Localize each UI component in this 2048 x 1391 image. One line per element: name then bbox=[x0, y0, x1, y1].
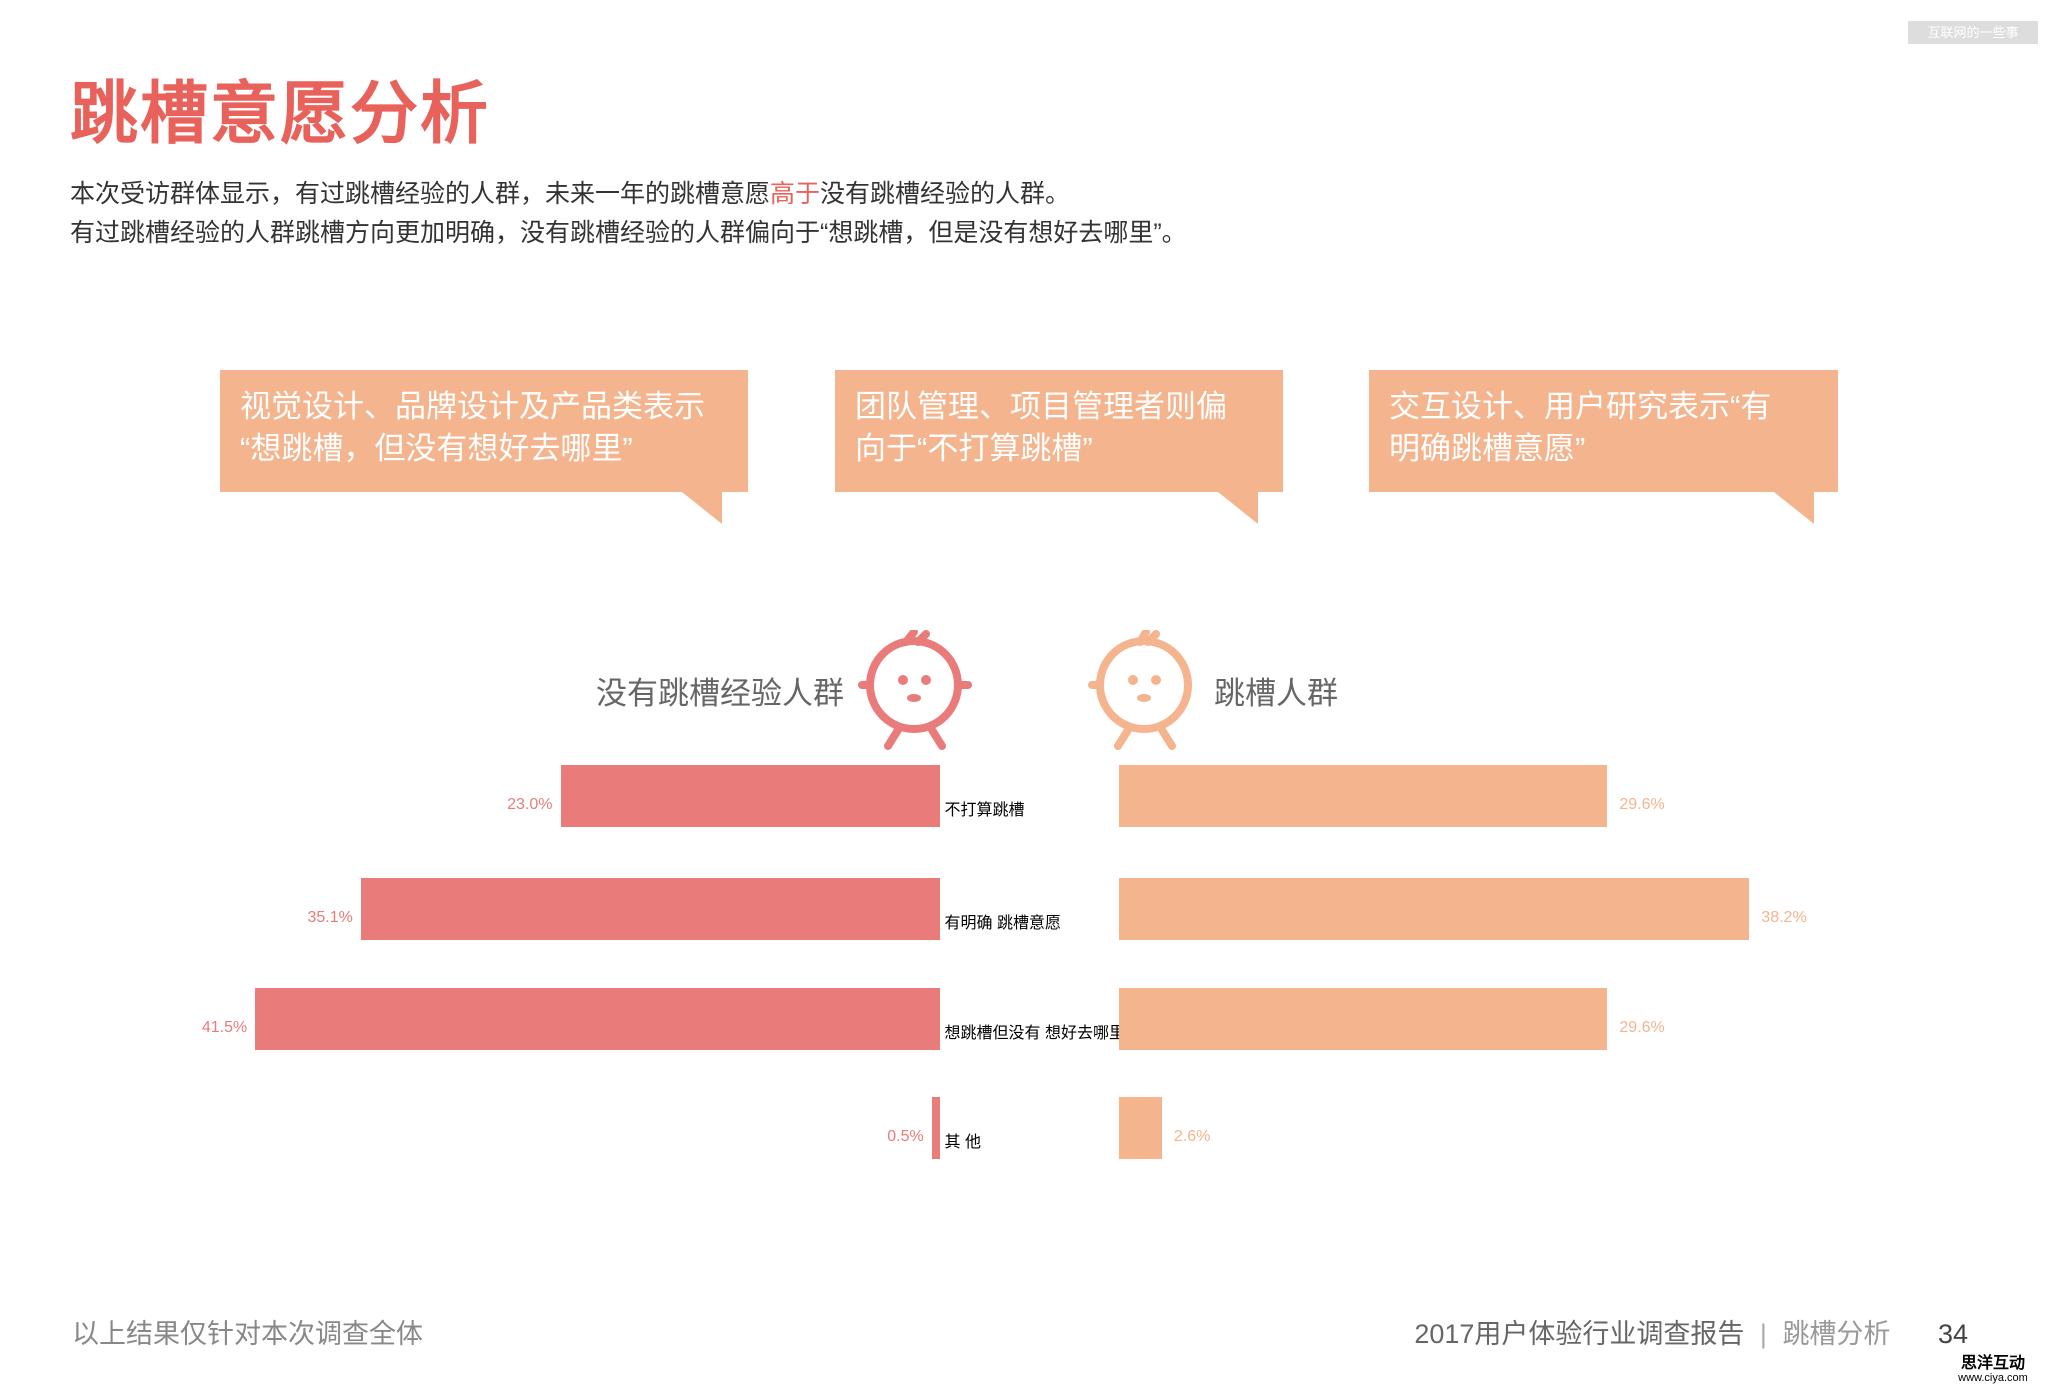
callout: 交互设计、用户研究表示“有 明确跳槽意愿” bbox=[1369, 370, 1838, 492]
footer-note: 以上结果仅针对本次调查全体 bbox=[72, 1319, 423, 1349]
bar bbox=[1119, 878, 1750, 940]
watermark: 互联网的一些事 bbox=[1908, 21, 2038, 44]
footer-info: 2017用户体验行业调查报告 | 跳槽分析 34 bbox=[1414, 1312, 1968, 1351]
bar bbox=[255, 988, 940, 1050]
bar bbox=[931, 1097, 940, 1159]
callout: 团队管理、项目管理者则偏 向于“不打算跳槽” bbox=[835, 370, 1283, 492]
watermark-site: www.ciya.com bbox=[1958, 1372, 2028, 1384]
intro-highlight: 高于 bbox=[770, 180, 821, 208]
category-label: 有明确 跳槽意愿 bbox=[944, 915, 1061, 932]
value-label: 23.0% bbox=[507, 796, 553, 813]
intro-text: 本次受访群体显示，有过跳槽经验的人群，未来一年的跳槽意愿 bbox=[70, 180, 771, 208]
face-icon bbox=[1088, 630, 1192, 750]
legend-label: 跳槽人群 bbox=[1214, 676, 1338, 711]
footer-section: 跳槽分析 bbox=[1782, 1319, 1891, 1349]
value-label: 41.5% bbox=[201, 1019, 248, 1036]
value-label: 29.6% bbox=[1619, 1019, 1665, 1036]
value-label: 35.1% bbox=[307, 909, 353, 926]
separator: | bbox=[1759, 1319, 1767, 1349]
watermark-brand: 思洋互动 bbox=[1960, 1355, 2025, 1372]
category-label: 其 他 bbox=[944, 1134, 981, 1151]
intro-text: 没有跳槽经验的人群。 bbox=[820, 180, 1071, 208]
page-number: 34 bbox=[1937, 1319, 1968, 1349]
bar bbox=[560, 765, 940, 827]
category-label: 不打算跳槽 bbox=[944, 802, 1025, 819]
legend-label: 没有跳槽经验人群 bbox=[596, 676, 844, 711]
face-icon bbox=[858, 630, 972, 750]
bar bbox=[1119, 1097, 1162, 1159]
value-label: 2.6% bbox=[1173, 1128, 1211, 1145]
callout: 视觉设计、品牌设计及产品类表示 “想跳槽，但没有想好去哪里” bbox=[220, 370, 748, 492]
category-label: 想跳槽但没有 想好去哪里 bbox=[944, 1025, 1125, 1042]
page-title: 跳槽意愿分析 bbox=[70, 76, 491, 152]
value-label: 0.5% bbox=[887, 1128, 924, 1145]
intro-line: 本次受访群体显示，有过跳槽经验的人群，未来一年的跳槽意愿高于没有跳槽经验的人群。 bbox=[70, 174, 1070, 210]
bar bbox=[360, 878, 940, 940]
value-label: 29.6% bbox=[1619, 796, 1665, 813]
intro-line: 有过跳槽经验的人群跳槽方向更加明确，没有跳槽经验的人群偏向于“想跳槽，但是没有想… bbox=[70, 219, 1187, 247]
bar bbox=[1119, 765, 1608, 827]
value-label: 38.2% bbox=[1761, 909, 1807, 926]
footer-report: 2017用户体验行业调查报告 bbox=[1414, 1319, 1745, 1349]
bar bbox=[1119, 988, 1608, 1050]
watermark: 思洋互动 www.ciya.com bbox=[1948, 1356, 2038, 1386]
